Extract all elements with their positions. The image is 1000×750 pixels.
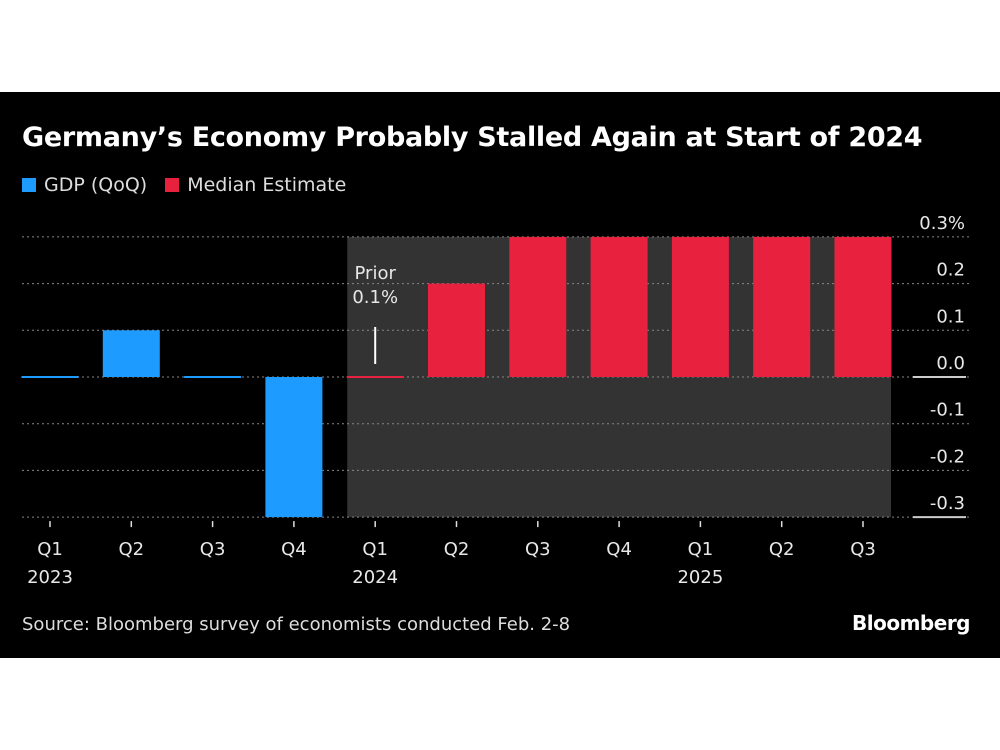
- legend-label-estimate: Median Estimate: [187, 174, 347, 196]
- bar-q2-2023: [102, 330, 160, 377]
- x-tick-year: 2023: [27, 567, 73, 588]
- y-tick-label: 0.0: [936, 353, 965, 374]
- bar-q3-2024: [509, 236, 567, 377]
- x-tick-label: Q1: [362, 539, 388, 560]
- bar-q4-2023: [265, 377, 323, 518]
- x-tick-label: Q2: [118, 539, 144, 560]
- bar-q1-2023: [21, 376, 79, 378]
- bar-q1-2025: [671, 236, 729, 377]
- bar-q4-2024: [590, 236, 648, 377]
- x-tick-year: 2025: [677, 567, 723, 588]
- y-tick-label: -0.3: [930, 493, 965, 514]
- legend-item-gdp: GDP (QoQ): [22, 174, 147, 196]
- bar-q2-2025: [753, 236, 811, 377]
- y-tick-label: 0.1: [936, 306, 965, 327]
- legend-label-gdp: GDP (QoQ): [44, 174, 148, 196]
- y-tick-label: -0.1: [930, 400, 965, 421]
- x-tick-label: Q3: [200, 539, 226, 560]
- x-tick-label: Q3: [525, 539, 551, 560]
- chart-title: Germany’s Economy Probably Stalled Again…: [22, 122, 923, 153]
- bar-q3-2023: [184, 376, 242, 378]
- source-note: Source: Bloomberg survey of economists c…: [22, 614, 571, 635]
- y-tick-label: 0.2: [936, 260, 965, 281]
- x-tick-label: Q1: [37, 539, 63, 560]
- annotation-text: Prior: [355, 263, 397, 284]
- y-tick-label: 0.3%: [919, 213, 965, 234]
- legend-swatch-estimate: [165, 178, 180, 192]
- x-tick-label: Q1: [688, 539, 714, 560]
- x-tick-label: Q4: [606, 539, 632, 560]
- x-tick-label: Q3: [850, 539, 876, 560]
- y-tick-label: -0.2: [930, 446, 965, 467]
- legend: GDP (QoQ) Median Estimate: [22, 174, 346, 196]
- x-tick-label: Q2: [769, 539, 795, 560]
- bloomberg-logo: Bloomberg: [852, 611, 970, 635]
- x-tick-label: Q2: [444, 539, 470, 560]
- annotation-text: 0.1%: [352, 287, 398, 308]
- bar-q2-2024: [428, 283, 485, 377]
- bar-q1-2024: [346, 376, 404, 378]
- legend-item-estimate: Median Estimate: [165, 174, 346, 196]
- legend-swatch-gdp: [22, 178, 36, 192]
- bar-q3-2025: [834, 236, 892, 377]
- x-tick-label: Q4: [281, 539, 307, 560]
- x-tick-year: 2024: [352, 567, 398, 588]
